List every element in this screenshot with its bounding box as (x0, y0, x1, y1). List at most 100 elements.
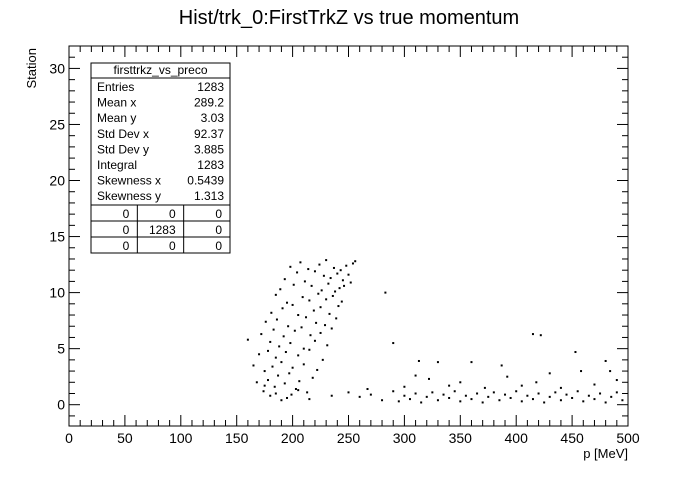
data-point (539, 334, 542, 337)
stats-label: Integral (97, 158, 137, 172)
data-point (309, 334, 312, 337)
data-point (559, 399, 562, 402)
data-point (274, 293, 277, 296)
data-point (515, 390, 518, 393)
data-point (414, 392, 417, 395)
data-point (294, 388, 297, 391)
data-point (297, 314, 300, 317)
data-point (593, 383, 596, 386)
data-point (286, 301, 289, 304)
x-tick-label: 400 (505, 430, 529, 446)
data-point (319, 306, 322, 309)
data-point (431, 391, 434, 394)
data-point (609, 370, 612, 373)
data-point (384, 291, 387, 294)
data-point (615, 379, 618, 382)
overflow-cell: 0 (169, 207, 176, 221)
stats-label: Std Dev y (97, 142, 149, 156)
data-point (269, 340, 272, 343)
y-tick-label: 5 (57, 341, 65, 357)
data-point (464, 394, 467, 397)
scatter-points (246, 259, 624, 404)
data-point (337, 305, 340, 308)
data-point (543, 401, 546, 404)
data-point (369, 393, 372, 396)
data-point (531, 333, 534, 336)
y-axis-label: Station (24, 48, 39, 88)
data-point (366, 388, 369, 391)
data-point (329, 277, 332, 280)
data-point (453, 390, 456, 393)
overflow-cell: 0 (123, 207, 130, 221)
data-point (271, 365, 274, 368)
data-point (470, 361, 473, 364)
x-axis: 0 50 100 150 200 250 300 350 400 450 500 (65, 46, 640, 446)
data-point (349, 281, 352, 284)
data-point (420, 401, 423, 404)
data-point (283, 382, 286, 385)
data-point (621, 399, 624, 402)
data-point (320, 289, 323, 292)
x-tick-label: 500 (616, 430, 640, 446)
y-tick-label: 10 (49, 285, 65, 301)
data-point (500, 364, 503, 367)
data-point (442, 393, 445, 396)
data-point (308, 398, 311, 401)
overflow-cell: 0 (215, 223, 222, 237)
data-point (255, 381, 258, 384)
data-point (321, 358, 324, 361)
y-tick-label: 0 (57, 397, 65, 413)
data-point (526, 394, 529, 397)
data-point (284, 351, 287, 354)
stats-label: Mean x (97, 96, 136, 110)
data-point (286, 396, 289, 399)
data-point (358, 395, 361, 398)
data-point (436, 399, 439, 402)
data-point (481, 401, 484, 404)
data-point (347, 391, 350, 394)
data-point (548, 395, 551, 398)
data-point (308, 348, 311, 351)
data-point (325, 298, 328, 301)
data-point (565, 393, 568, 396)
data-point (269, 394, 272, 397)
data-point (277, 374, 280, 377)
data-point (498, 399, 501, 402)
stats-label: Mean y (97, 111, 136, 125)
data-point (448, 384, 451, 387)
data-point (313, 270, 316, 273)
data-point (604, 359, 607, 362)
y-axis: 0 5 10 15 20 25 30 (49, 56, 628, 417)
data-point (282, 335, 285, 338)
data-point (318, 263, 321, 266)
data-point (264, 320, 267, 323)
data-point (291, 303, 294, 306)
data-point (347, 273, 350, 276)
data-point (343, 284, 346, 287)
y-tick-label: 20 (49, 173, 65, 189)
data-point (487, 395, 490, 398)
x-tick-label: 450 (560, 430, 584, 446)
data-point (292, 283, 295, 286)
data-point (312, 309, 315, 312)
data-point (310, 284, 313, 287)
y-tick-label: 30 (49, 60, 65, 76)
data-point (331, 294, 334, 297)
data-point (559, 386, 562, 389)
data-point (267, 349, 270, 352)
data-point (325, 259, 328, 262)
data-point (308, 299, 311, 302)
data-point (326, 344, 329, 347)
data-point (403, 394, 406, 397)
data-point (520, 400, 523, 403)
data-point (306, 391, 309, 394)
data-point (300, 326, 303, 329)
data-point (392, 390, 395, 393)
data-point (301, 296, 304, 299)
data-point (339, 269, 342, 272)
stats-label: Std Dev x (97, 127, 149, 141)
data-point (580, 370, 583, 373)
data-point (340, 300, 343, 303)
data-point (537, 392, 540, 395)
